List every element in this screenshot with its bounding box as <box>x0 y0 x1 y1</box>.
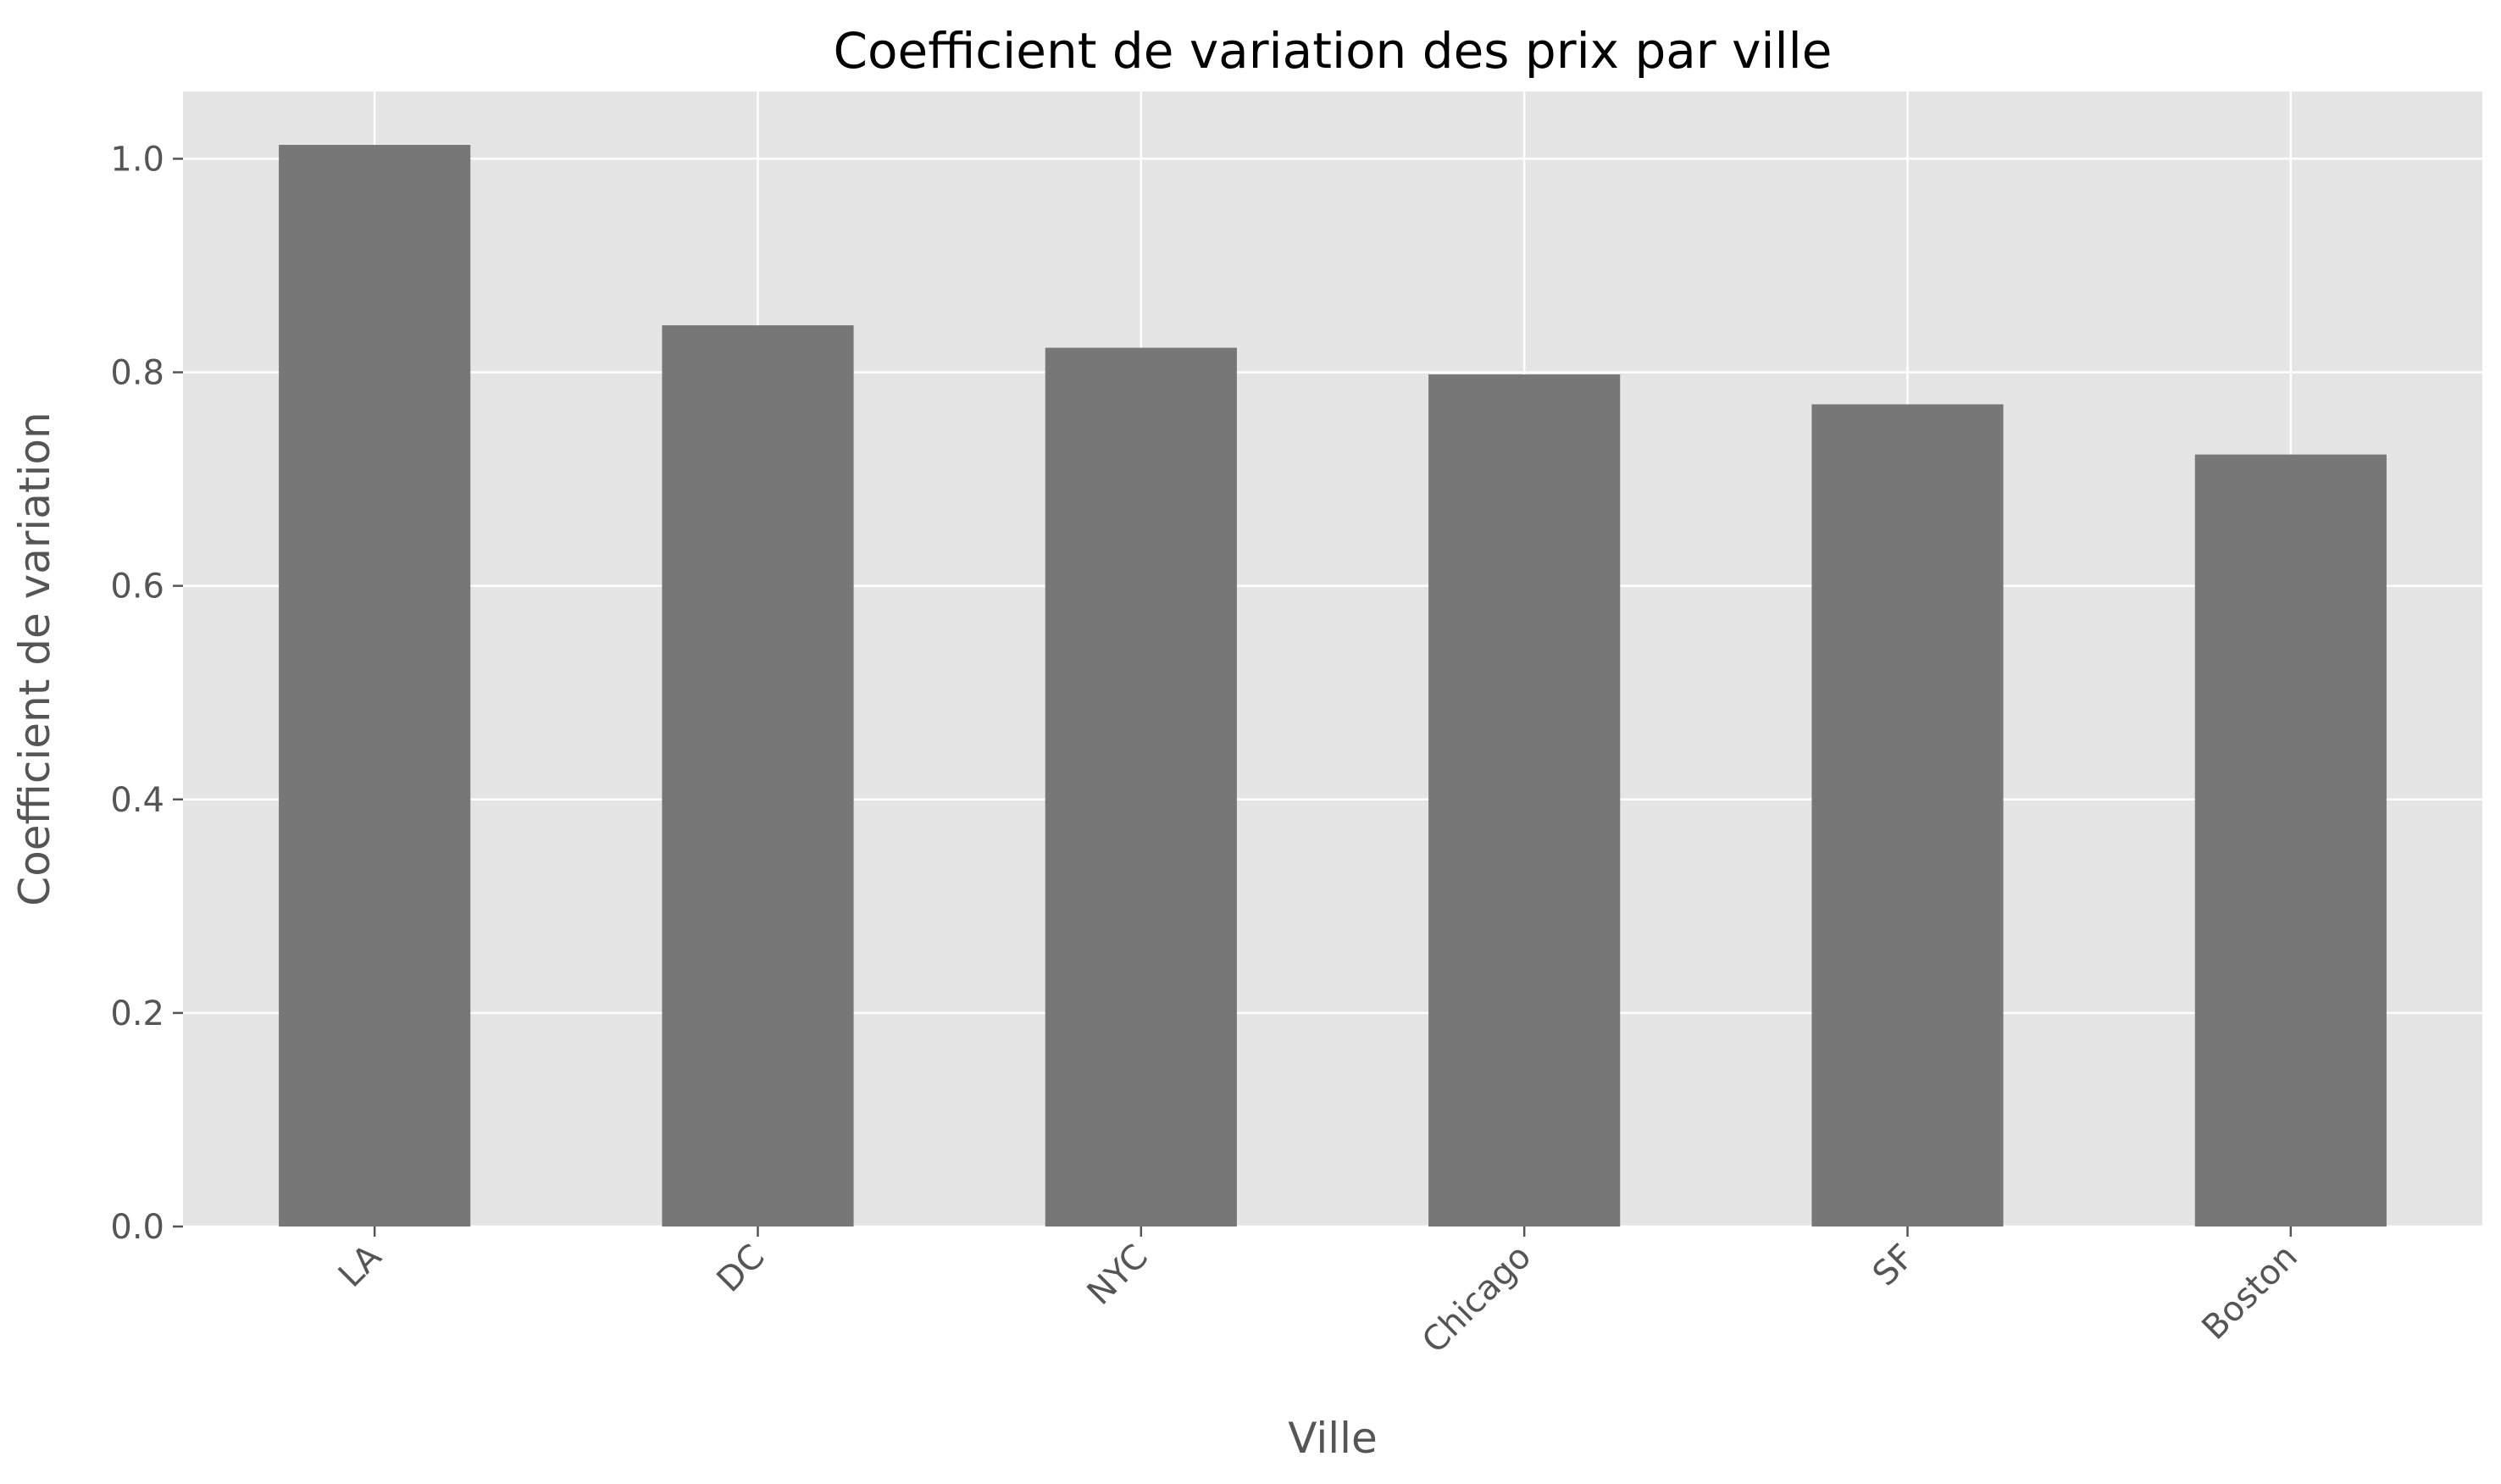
bar-dc <box>662 325 854 1227</box>
x-tick-label: Boston <box>2195 1238 2305 1348</box>
x-tick-label: DC <box>710 1238 773 1300</box>
y-axis: 0.0 0.2 0.4 0.6 0.8 1.0 <box>110 140 183 1247</box>
bar-sf <box>1811 404 2004 1227</box>
bar-chicago <box>1428 374 1621 1227</box>
x-tick-label: NYC <box>1080 1238 1156 1313</box>
x-axis: LA DC NYC Chicago SF Boston <box>331 1227 2305 1361</box>
chart-title: Coefficient de variation des prix par vi… <box>834 22 1833 80</box>
plot-area <box>183 91 2482 1227</box>
bar-nyc <box>1045 347 1237 1227</box>
y-axis-label: Coefficient de variation <box>10 412 59 905</box>
bars <box>279 145 2387 1227</box>
x-tick-label: SF <box>1866 1238 1922 1294</box>
y-tick-label: 0.2 <box>110 994 164 1033</box>
bar-la <box>279 145 471 1227</box>
y-tick-label: 1.0 <box>110 140 164 179</box>
y-tick-label: 0.6 <box>110 568 164 606</box>
y-tick-label: 0.8 <box>110 354 164 393</box>
x-tick-label: LA <box>331 1237 390 1295</box>
x-tick-label: Chicago <box>1415 1238 1539 1361</box>
grid-lines <box>183 91 2482 1228</box>
x-axis-label: Ville <box>1288 1414 1378 1463</box>
y-tick-label: 0.4 <box>110 781 164 820</box>
y-tick-label: 0.0 <box>110 1208 164 1247</box>
bar-boston <box>2194 454 2387 1227</box>
